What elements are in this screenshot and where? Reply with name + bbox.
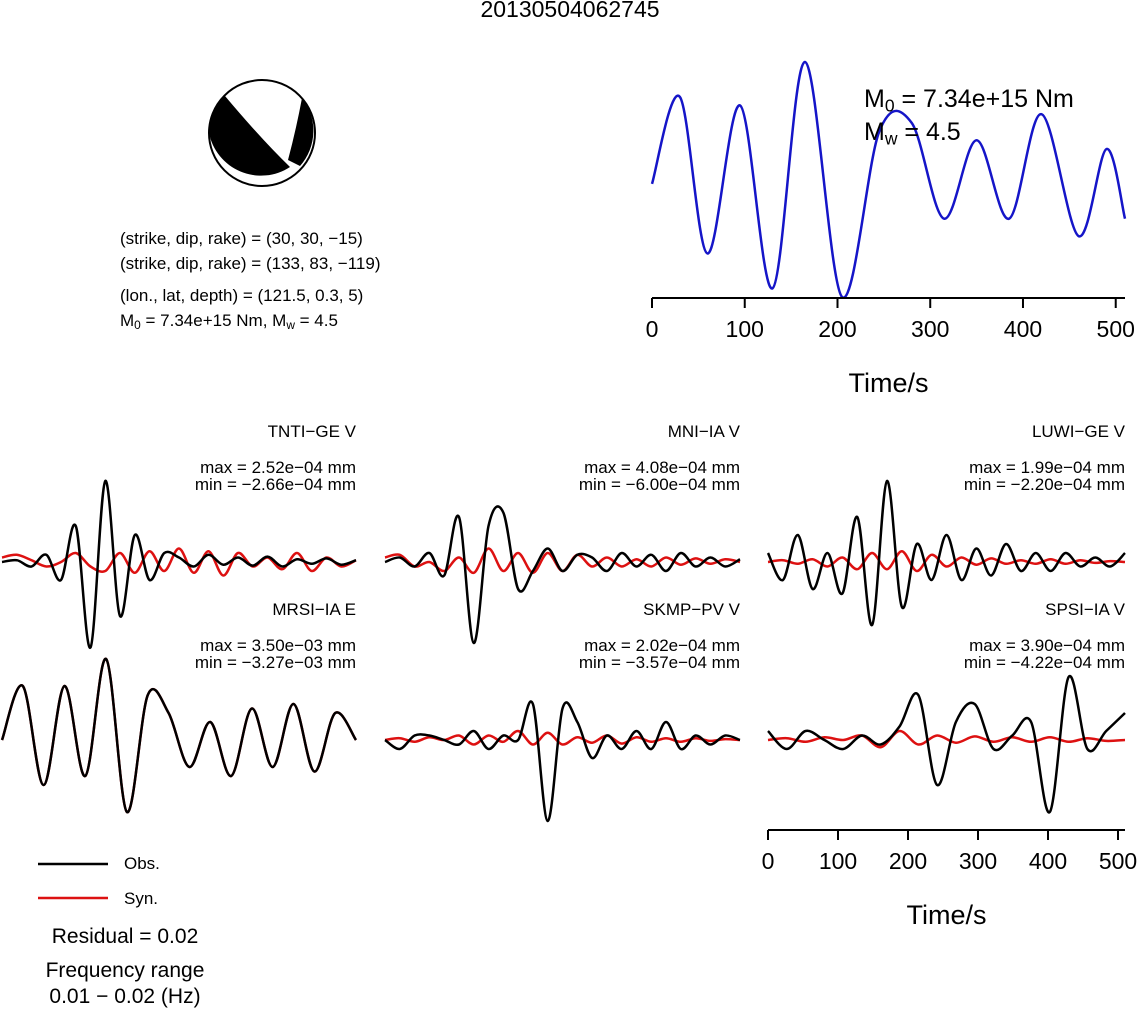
observed-trace [384,700,741,823]
event-moment: M0 = 7.34e+15 Nm, Mw = 4.5 [120,311,338,332]
station-max: max = 1.99e−04 mm [969,458,1125,477]
x-tick-label: 400 [1003,316,1043,342]
nodal-plane-1: (strike, dip, rake) = (30, 30, −15) [120,229,363,248]
station-max: max = 4.08e−04 mm [584,458,740,477]
x-tick-label: 200 [818,316,857,342]
waveform-panel [1,479,357,649]
residual-label: Residual = 0.02 [51,925,199,948]
focal-mechanism-beachball [208,79,316,187]
station-min: min = −3.57e−04 mm [578,653,740,672]
x-tick-label: 500 [1096,316,1135,342]
waveform-panel [767,674,1126,840]
stf-m0-label: M0 = 7.34e+15 Nm [864,85,1074,116]
station-name: SPSI−IA V [1045,600,1125,619]
waveform-panel [384,505,741,645]
station-min: min = −4.22e−04 mm [963,653,1125,672]
station-min: min = −6.00e−04 mm [578,475,740,494]
stf-mw-label: Mw = 4.5 [864,118,961,149]
waveform-panel [0,657,358,814]
frequency-range-title: Frequency range [45,959,205,982]
observed-trace [766,479,1126,627]
waveform-panel [766,479,1126,627]
legend-obs-label: Obs. [124,854,160,873]
x-tick-label: 0 [761,848,775,874]
x-axis-label: Time/s [848,368,929,398]
station-name: TNTI−GE V [267,422,356,441]
station-name: MNI−IA V [667,422,740,441]
x-tick-label: 300 [911,316,950,342]
station-max: max = 3.90e−04 mm [969,636,1125,655]
synthetic-trace [1,547,357,577]
x-tick-label: 200 [888,848,928,874]
legend-lines [38,862,108,900]
figure-title: 20130504062745 [480,0,660,22]
x-tick-label: 0 [645,316,659,342]
x-tick-label: 100 [818,848,858,874]
stf-line [650,60,1127,299]
station-max: max = 2.02e−04 mm [584,636,740,655]
frequency-range-value: 0.01 − 0.02 (Hz) [49,985,201,1008]
observed-trace [384,505,741,645]
x-tick-label: 100 [725,316,764,342]
station-min: min = −2.20e−04 mm [963,475,1125,494]
observed-trace [0,657,358,814]
observed-trace [1,479,357,649]
x-tick-label: 300 [958,848,998,874]
nodal-plane-2: (strike, dip, rake) = (133, 83, −119) [120,254,381,273]
station-max: max = 2.52e−04 mm [200,458,356,477]
legend-syn-label: Syn. [124,889,159,908]
station-max: max = 3.50e−03 mm [200,636,356,655]
x-tick-label: 400 [1028,848,1068,874]
station-min: min = −3.27e−03 mm [194,653,356,672]
synthetic-trace [767,549,1126,573]
x-axis-label: Time/s [906,900,987,930]
event-location: (lon., lat, depth) = (121.5, 0.3, 5) [120,286,364,305]
waveform-panel [384,700,741,823]
x-tick-label: 500 [1098,848,1138,874]
station-waveforms [0,479,1126,840]
synthetic-trace [767,729,1126,749]
station-name: LUWI−GE V [1031,422,1125,441]
observed-trace [767,674,1126,814]
station-min: min = −2.66e−04 mm [194,475,356,494]
source-time-function-plot [650,60,1127,308]
station-name: SKMP−PV V [643,600,740,619]
station-name: MRSI−IA E [272,600,356,619]
